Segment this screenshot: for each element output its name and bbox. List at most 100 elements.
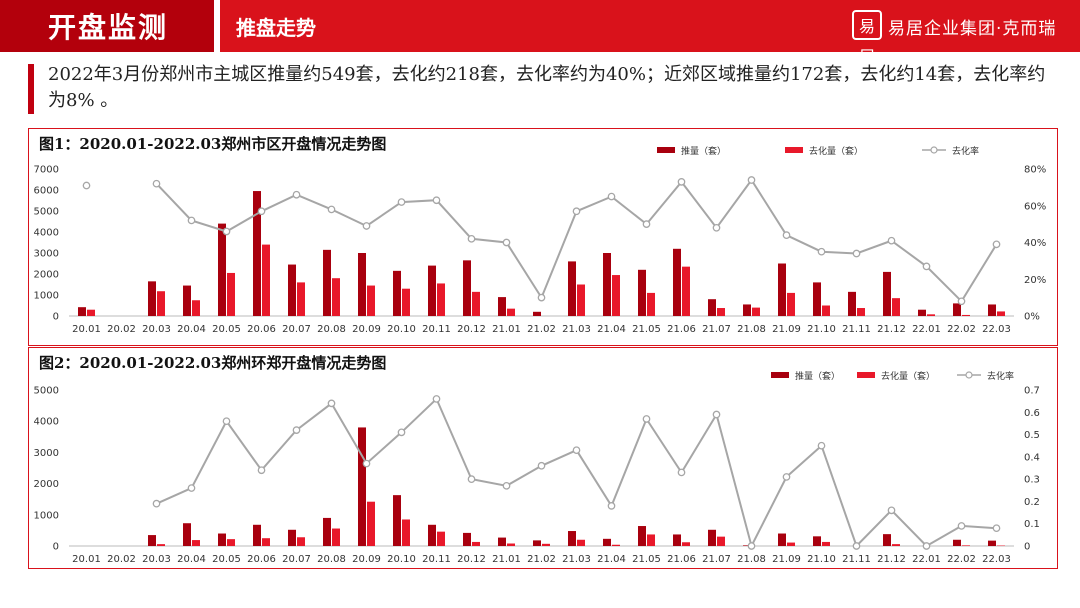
y-left-tick-label: 3000	[34, 249, 59, 260]
bar-sold	[577, 284, 585, 316]
y-right-tick-label: 80%	[1024, 165, 1046, 176]
x-tick-label: 21.08	[737, 324, 766, 335]
bar-sold	[367, 501, 375, 546]
bar-sold	[647, 534, 655, 546]
bar-sold	[647, 292, 655, 316]
x-tick-label: 22.02	[947, 554, 976, 565]
y-right-tick-label: 0.3	[1024, 475, 1040, 486]
brand-logo-icon: 易居	[852, 10, 882, 66]
rate-point	[432, 395, 441, 403]
y-right-tick-label: 0.2	[1024, 497, 1040, 508]
rate-point	[257, 466, 266, 475]
bar-supply	[743, 304, 751, 316]
rate-point	[677, 468, 686, 477]
bar-sold	[787, 292, 795, 316]
bar-sold	[962, 545, 970, 546]
rate-point	[642, 415, 651, 423]
bar-sold	[752, 307, 760, 316]
bar-sold	[297, 537, 305, 546]
rate-point	[572, 446, 581, 455]
y-right-tick-label: 40%	[1024, 238, 1046, 249]
legend-label-supply: 推量（套）	[795, 370, 840, 382]
x-tick-label: 20.09	[352, 554, 381, 565]
bar-sold	[262, 244, 270, 316]
bar-sold	[437, 531, 445, 546]
bar-supply	[918, 309, 926, 316]
chart-title-1: 图1：2020.01-2022.03郑州市区开盘情况走势图	[39, 135, 387, 153]
rate-point	[887, 506, 896, 515]
y-left-tick-label: 7000	[34, 165, 59, 176]
bar-supply	[393, 495, 401, 546]
legend-swatch-rate-point	[965, 371, 973, 379]
bar-sold	[157, 544, 165, 546]
x-tick-label: 20.08	[317, 554, 346, 565]
rate-point	[467, 234, 476, 243]
rate-line	[155, 178, 998, 303]
x-tick-label: 20.04	[177, 324, 206, 335]
y-right-tick-label: 0.5	[1024, 430, 1040, 441]
x-tick-label: 21.06	[667, 554, 696, 565]
x-tick-label: 21.04	[597, 554, 626, 565]
bar-supply	[953, 539, 961, 546]
y-left-tick-label: 5000	[34, 207, 59, 218]
x-tick-label: 21.05	[632, 554, 661, 565]
y-left-tick-label: 2000	[34, 479, 59, 490]
y-left-tick-label: 2000	[34, 270, 59, 281]
bar-supply	[708, 529, 716, 546]
bar-sold	[822, 541, 830, 546]
rate-point	[537, 461, 546, 470]
rate-point	[187, 216, 196, 225]
x-tick-label: 21.08	[737, 554, 766, 565]
legend-label-sold: 去化量（套）	[809, 145, 863, 157]
rate-point	[852, 542, 861, 550]
bar-sold	[577, 539, 585, 546]
rate-point	[852, 249, 861, 258]
x-tick-label: 20.12	[457, 324, 486, 335]
bar-supply	[358, 253, 366, 316]
summary-accent-bar	[28, 64, 34, 114]
bar-sold	[892, 544, 900, 546]
x-tick-label: 20.03	[142, 324, 171, 335]
bar-supply	[253, 524, 261, 546]
bar-sold	[297, 282, 305, 316]
legend-swatch-sold	[785, 147, 803, 153]
x-tick-label: 20.11	[422, 554, 451, 565]
x-tick-label: 21.01	[492, 324, 521, 335]
rate-point	[292, 426, 301, 434]
x-tick-label: 21.07	[702, 324, 731, 335]
bar-sold	[157, 291, 165, 316]
bar-sold	[542, 543, 550, 546]
bar-supply	[778, 263, 786, 316]
bar-supply	[603, 538, 611, 546]
bar-supply	[183, 523, 191, 546]
bar-sold	[192, 300, 200, 316]
rate-point	[922, 542, 931, 550]
rate-point	[607, 192, 616, 201]
y-right-tick-label: 20%	[1024, 275, 1046, 286]
page-subtitle: 推盘走势	[236, 16, 316, 40]
bar-supply	[708, 299, 716, 316]
bar-supply	[568, 531, 576, 546]
x-tick-label: 21.02	[527, 554, 556, 565]
y-right-tick-label: 0.4	[1024, 452, 1040, 463]
bar-supply	[953, 303, 961, 316]
bar-supply	[463, 260, 471, 316]
rate-point	[712, 223, 721, 232]
y-left-tick-label: 0	[53, 542, 59, 553]
x-tick-label: 20.02	[107, 554, 136, 565]
chart-panel-2: 图2：2020.01-2022.03郑州环郑开盘情况走势图 0 1000 2000 3…	[28, 347, 1058, 569]
bar-supply	[323, 249, 331, 316]
chart-1: 0 1000 2000 3000 4000 5000 6000 7000 0% 20% 40% 60%…	[34, 145, 1047, 335]
x-tick-label: 21.07	[702, 554, 731, 565]
rate-point	[782, 231, 791, 240]
header-bar: 开盘监测 推盘走势 易居 易居企业集团·克而瑞	[0, 0, 1080, 66]
bar-sold	[262, 538, 270, 546]
bar-sold	[87, 309, 95, 316]
rate-point	[222, 417, 231, 426]
rate-line	[156, 397, 997, 549]
bar-sold	[962, 314, 970, 316]
bar-supply	[288, 529, 296, 546]
bar-sold	[472, 541, 480, 546]
bar-supply	[148, 281, 156, 316]
x-tick-label: 20.10	[387, 324, 416, 335]
